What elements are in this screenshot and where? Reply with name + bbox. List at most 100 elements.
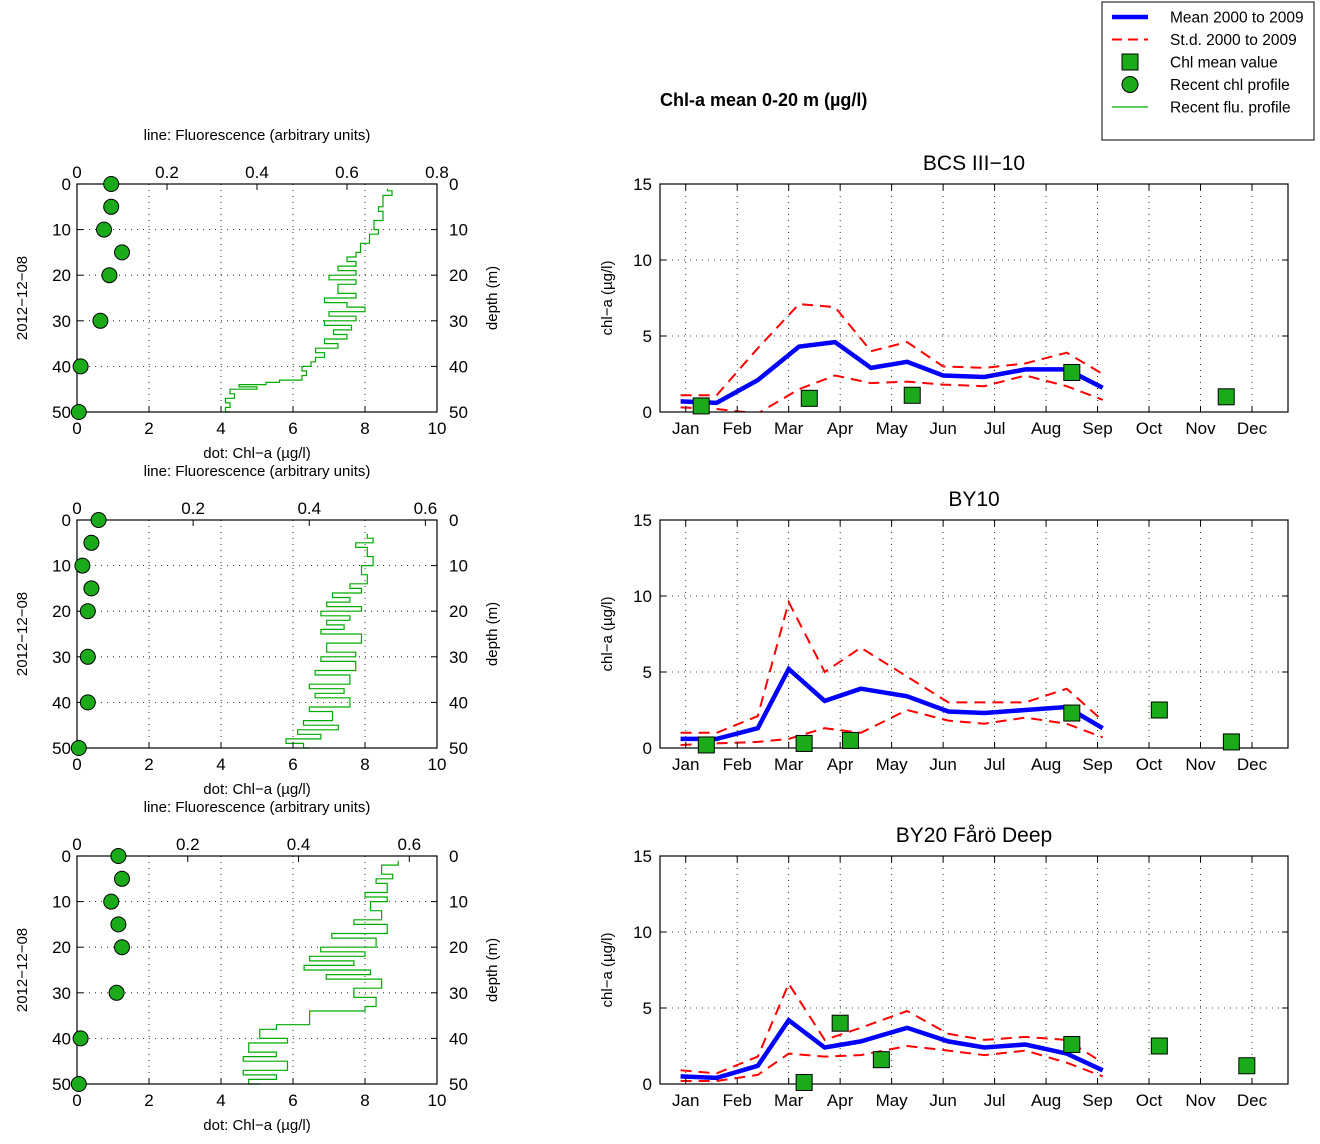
month-label: Jan — [672, 419, 699, 438]
tick-label-left: 15 — [633, 511, 652, 530]
month-label: Mar — [774, 419, 804, 438]
tick-label-bottom: 0 — [72, 1091, 81, 1110]
axes-box — [76, 855, 438, 1085]
tick-label-right: 0 — [449, 847, 458, 866]
month-label: Dec — [1237, 419, 1268, 438]
axes-box — [659, 855, 1289, 1085]
tick-label-left: 10 — [633, 587, 652, 606]
chl-mean-square — [1217, 388, 1235, 406]
legend-entry-label: Mean 2000 to 2009 — [1170, 10, 1304, 27]
tick-label-left: 5 — [643, 663, 652, 682]
tick-label-bottom: 2 — [144, 419, 153, 438]
tick-label-left: 0 — [643, 403, 652, 422]
tick-label-left: 40 — [52, 1029, 71, 1048]
y-axis-label: chl−a (µg/l) — [599, 261, 616, 336]
chl-profile-dot — [110, 916, 127, 933]
panel-title: BY20 Fårö Deep — [896, 824, 1052, 847]
chl-mean-square — [692, 397, 710, 415]
fluorescence-profile-line — [224, 188, 393, 413]
chl-profile-dot — [79, 694, 96, 711]
tick-label-top: 0.6 — [414, 499, 438, 518]
tick-label-bottom: 8 — [360, 1091, 369, 1110]
month-label: Aug — [1031, 755, 1061, 774]
right-axis-depth-label: depth (m) — [484, 602, 501, 666]
tick-label-left: 40 — [52, 357, 71, 376]
chl-mean-square — [1150, 1037, 1168, 1055]
month-label: Jul — [984, 419, 1006, 438]
tick-label-left: 5 — [643, 327, 652, 346]
chl-profile-dot — [70, 404, 87, 420]
left-axis-date-label: 2012−12−08 — [14, 928, 31, 1012]
tick-label-bottom: 6 — [288, 1091, 297, 1110]
tick-label-left: 0 — [62, 511, 71, 530]
month-label: Apr — [827, 1091, 854, 1110]
fluorescence-profile-line — [242, 860, 399, 1085]
month-label: Jun — [929, 755, 956, 774]
tick-label-left: 5 — [643, 999, 652, 1018]
tick-label-bottom: 0 — [72, 755, 81, 774]
tick-label-bottom: 2 — [144, 1091, 153, 1110]
tick-label-right: 20 — [449, 938, 468, 957]
tick-label-bottom: 6 — [288, 755, 297, 774]
legend-entry-label: Recent chl profile — [1170, 77, 1290, 94]
timeseries-panel: Jan Feb Mar Apr May Jun Jul Aug Sep Oct Nov Dec 0 5 10… — [599, 488, 1289, 774]
tick-label-left: 0 — [643, 1075, 652, 1094]
legend-swatch-square-marker — [1121, 53, 1139, 71]
legend-entry-label: Chl mean value — [1170, 55, 1278, 72]
chl-profile-dot — [72, 358, 89, 375]
chl-mean-square — [1063, 704, 1081, 722]
tick-label-left: 10 — [633, 923, 652, 942]
month-label: Jan — [672, 1091, 699, 1110]
right-axis-depth-label: depth (m) — [484, 938, 501, 1002]
month-label: Jun — [929, 419, 956, 438]
tick-label-left: 0 — [62, 847, 71, 866]
bottom-axis-label: dot: Chl−a (µg/l) — [203, 1117, 310, 1134]
tick-label-left: 40 — [52, 693, 71, 712]
tick-label-bottom: 4 — [216, 755, 225, 774]
chl-profile-dot — [103, 176, 120, 192]
legend-entry-label: St.d. 2000 to 2009 — [1170, 32, 1297, 49]
month-label: Oct — [1136, 419, 1163, 438]
month-label: Feb — [723, 1091, 752, 1110]
chl-profile-dot — [70, 1076, 87, 1092]
chl-profile-dot — [114, 939, 130, 956]
chl-profile-dot — [79, 648, 96, 665]
chl-mean-square — [1222, 733, 1240, 751]
tick-label-bottom: 10 — [428, 1091, 447, 1110]
tick-label-right: 30 — [449, 312, 468, 331]
month-label: Sep — [1082, 755, 1112, 774]
tick-label-left: 20 — [52, 266, 71, 285]
month-label: Apr — [827, 419, 854, 438]
bottom-axis-label: dot: Chl−a (µg/l) — [203, 445, 310, 462]
tick-label-left: 50 — [52, 739, 71, 758]
tick-label-bottom: 8 — [360, 419, 369, 438]
chl-profile-dot — [79, 603, 96, 620]
chl-profile-dot — [72, 1030, 89, 1047]
chl-mean-square — [800, 389, 818, 407]
chl-profile-dot — [103, 198, 120, 215]
tick-label-right: 30 — [449, 648, 468, 667]
legend-box — [1101, 1, 1315, 141]
month-label: Nov — [1185, 755, 1216, 774]
chl-profile-dot — [114, 870, 130, 887]
chl-mean-square — [1063, 1035, 1081, 1053]
month-label: Dec — [1237, 1091, 1268, 1110]
right-axis-depth-label: depth (m) — [484, 266, 501, 330]
tick-label-left: 50 — [52, 1075, 71, 1094]
chl-profile-dot — [108, 984, 125, 1001]
month-label: Feb — [723, 419, 752, 438]
tick-label-left: 15 — [633, 847, 652, 866]
tick-label-left: 30 — [52, 984, 71, 1003]
chl-profile-dot — [83, 534, 100, 551]
axes-box — [76, 519, 438, 749]
tick-label-bottom: 10 — [428, 419, 447, 438]
chl-profile-dot — [90, 512, 107, 528]
tick-label-bottom: 4 — [216, 1091, 225, 1110]
chl-profile-dot — [114, 244, 130, 261]
month-label: Jul — [984, 1091, 1006, 1110]
